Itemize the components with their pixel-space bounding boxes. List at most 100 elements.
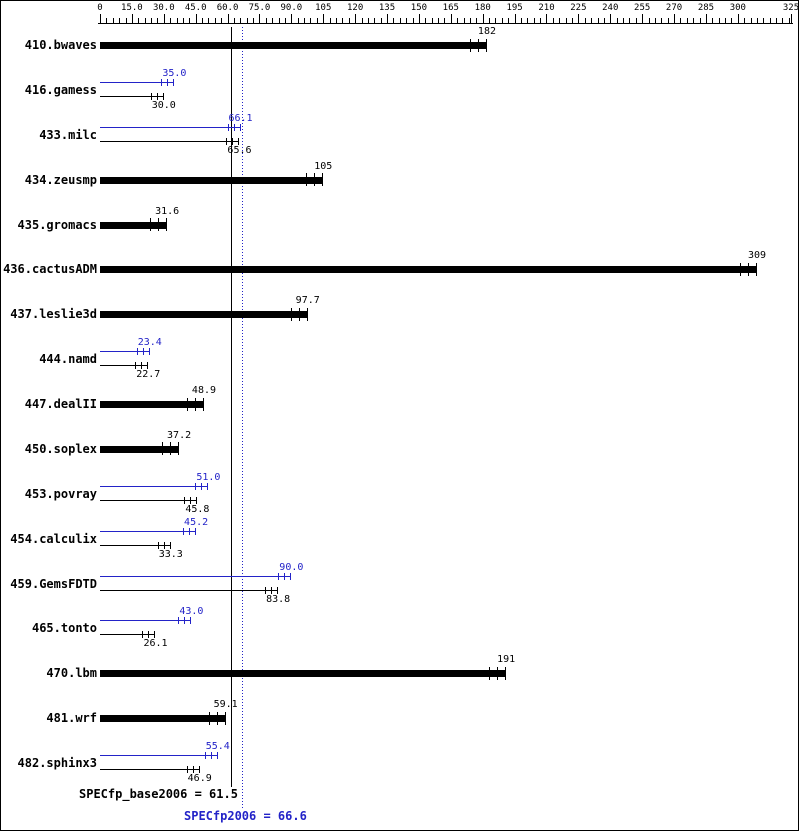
base-value-label: 33.3 [158,548,183,560]
axis-major-tick [482,14,484,23]
axis-tick-label: 180 [474,3,491,13]
axis-major-tick [737,14,739,23]
run-tick [198,766,200,773]
base-result-bar [100,221,168,229]
peak-value-label: 55.4 [205,741,230,752]
axis-tick-label: 210 [538,3,555,13]
axis-minor-tick [699,18,701,23]
axis-major-tick [642,14,644,23]
axis-minor-tick [310,18,312,23]
axis-minor-tick [623,18,625,23]
benchmark-name: 447.dealII [24,397,97,411]
axis-major-tick [387,14,389,23]
axis-minor-tick [246,18,248,23]
axis-minor-tick [412,18,414,23]
axis-minor-tick [272,18,274,23]
run-tick [147,362,149,370]
run-tick [162,92,164,100]
axis-minor-tick [361,18,363,23]
axis-tick-label: 165 [442,3,459,13]
axis-tick-label: 240 [602,3,619,13]
axis-minor-tick [603,18,605,23]
run-tick [166,218,168,231]
axis-minor-tick [654,18,656,23]
base-result-bar [100,634,156,636]
base-result-bar [100,95,164,97]
axis-minor-tick [144,18,146,23]
run-tick [195,527,197,535]
axis-minor-tick [214,18,216,23]
run-tick [226,137,228,145]
run-tick [190,617,192,625]
axis-tick-label: 255 [634,3,651,13]
axis-minor-tick [297,18,299,23]
base-value-label: 65.6 [227,144,252,156]
benchmark-name: 459.GemsFDTD [10,576,97,591]
axis-major-tick [450,14,452,23]
axis-minor-tick [616,18,618,23]
run-tick [208,711,210,725]
base-value-label: 97.7 [295,295,320,307]
axis-minor-tick [284,18,286,23]
axis-minor-tick [438,18,440,23]
run-tick [278,572,280,580]
axis-minor-tick [336,18,337,23]
axis-tick-label: 15.0 [121,3,143,13]
run-tick [227,123,229,131]
base-value-label: 48.9 [191,385,217,396]
base-result-bar [100,42,487,49]
axis-major-tick [131,14,133,23]
base-value-label: 37.2 [167,429,192,441]
run-tick [747,262,749,276]
axis-tick-label: 30.0 [152,3,175,13]
base-value-label: 309 [747,250,766,262]
run-tick [167,78,169,86]
peak-result-bar [100,530,197,532]
axis-minor-tick [431,18,433,23]
axis-tick-label: 0 [97,3,103,13]
base-result-bar [100,499,198,501]
axis-minor-tick [138,18,140,23]
peak-result-bar [100,755,218,756]
base-value-label: 22.7 [136,369,161,381]
run-tick [184,617,186,625]
axis-minor-tick [106,18,108,23]
axis-minor-tick [552,18,554,23]
run-tick [216,711,218,725]
peak-result-bar [100,351,150,353]
axis-minor-tick [176,18,178,23]
peak-result-bar [100,485,209,487]
axis-minor-tick [189,18,191,23]
run-tick [161,78,163,86]
peak-mean-reference-line [241,27,243,808]
base-value-label: 182 [477,26,496,37]
run-tick [163,541,165,549]
axis-minor-tick [304,18,306,23]
axis-minor-tick [731,18,733,23]
run-tick [189,527,191,535]
peak-value-label: 43.0 [179,606,204,618]
axis-tick-label: 135 [378,3,396,13]
base-value-label: 31.6 [155,205,180,217]
run-tick [277,586,279,594]
axis-minor-tick [208,18,210,23]
run-tick [210,752,212,759]
axis-minor-tick [533,18,535,23]
axis-minor-tick [253,18,255,23]
run-tick [169,541,171,549]
axis-major-tick [705,14,707,23]
run-tick [190,496,192,504]
run-tick [204,752,206,759]
run-tick [184,496,186,504]
axis-minor-tick [367,18,369,23]
benchmark-name: 470.lbm [46,666,97,681]
run-tick [298,307,300,321]
axis-minor-tick [501,18,503,23]
benchmark-name: 416.gamess [24,82,97,97]
run-tick [290,572,292,580]
base-result-bar [100,715,226,723]
run-tick [265,586,267,594]
axis-tick-label: 270 [665,3,683,13]
axis-tick-label: 150 [410,3,428,13]
run-tick [157,541,159,549]
